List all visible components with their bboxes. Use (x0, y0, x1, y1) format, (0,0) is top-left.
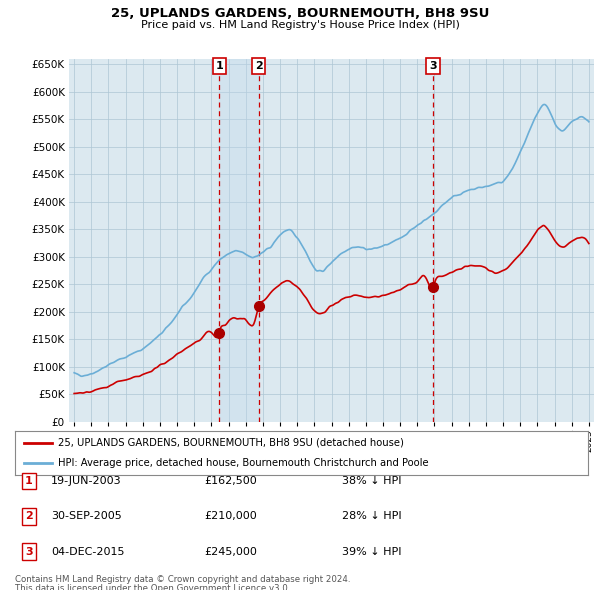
Text: This data is licensed under the Open Government Licence v3.0.: This data is licensed under the Open Gov… (15, 584, 290, 590)
Text: 3: 3 (25, 547, 32, 556)
Text: 3: 3 (429, 61, 437, 71)
Text: 30-SEP-2005: 30-SEP-2005 (51, 512, 122, 521)
Text: 38% ↓ HPI: 38% ↓ HPI (342, 476, 401, 486)
Text: Price paid vs. HM Land Registry's House Price Index (HPI): Price paid vs. HM Land Registry's House … (140, 20, 460, 30)
Text: 1: 1 (25, 476, 32, 486)
Text: 28% ↓ HPI: 28% ↓ HPI (342, 512, 401, 521)
Text: 2: 2 (25, 512, 32, 521)
Text: 25, UPLANDS GARDENS, BOURNEMOUTH, BH8 9SU: 25, UPLANDS GARDENS, BOURNEMOUTH, BH8 9S… (111, 7, 489, 20)
Bar (219, 59, 259, 422)
Text: £245,000: £245,000 (204, 547, 257, 556)
Text: 19-JUN-2003: 19-JUN-2003 (51, 476, 122, 486)
Text: 25, UPLANDS GARDENS, BOURNEMOUTH, BH8 9SU (detached house): 25, UPLANDS GARDENS, BOURNEMOUTH, BH8 9S… (58, 438, 404, 448)
Text: 1: 1 (215, 61, 223, 71)
Text: Contains HM Land Registry data © Crown copyright and database right 2024.: Contains HM Land Registry data © Crown c… (15, 575, 350, 584)
Text: 39% ↓ HPI: 39% ↓ HPI (342, 547, 401, 556)
Text: £210,000: £210,000 (204, 512, 257, 521)
Text: 04-DEC-2015: 04-DEC-2015 (51, 547, 125, 556)
Text: 2: 2 (255, 61, 262, 71)
Text: HPI: Average price, detached house, Bournemouth Christchurch and Poole: HPI: Average price, detached house, Bour… (58, 458, 428, 468)
Text: £162,500: £162,500 (204, 476, 257, 486)
